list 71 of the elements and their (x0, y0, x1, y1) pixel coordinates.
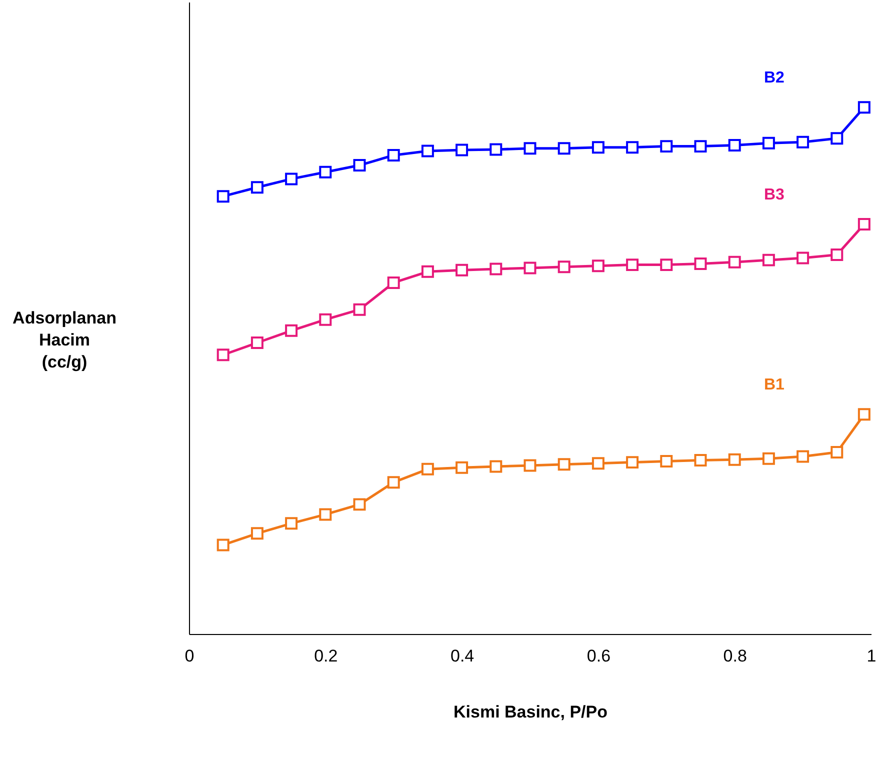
point (387, 149, 400, 162)
point (285, 324, 298, 337)
point (250, 336, 264, 349)
point (456, 264, 468, 276)
x-tick-label: 1 (866, 646, 876, 666)
point (490, 262, 502, 276)
point (858, 101, 870, 114)
point (387, 476, 400, 489)
point (319, 166, 332, 178)
point (421, 265, 434, 278)
point (353, 159, 366, 172)
x-tick-label: 0.4 (450, 646, 474, 666)
point (728, 256, 741, 268)
point (216, 190, 230, 203)
point (558, 458, 570, 471)
point (796, 252, 810, 264)
point (830, 446, 844, 459)
point (456, 144, 468, 156)
point (250, 527, 264, 540)
point (421, 462, 434, 476)
text: B1 (764, 376, 785, 394)
y-axis-title: Adsorplanan Hacim (cc/g) (12, 308, 116, 372)
point (762, 136, 775, 150)
point (728, 453, 741, 466)
point (762, 254, 775, 266)
point (626, 456, 639, 469)
x-tick-label: 0 (184, 646, 194, 666)
point (456, 461, 468, 474)
point (216, 538, 230, 552)
point (592, 260, 604, 272)
point (830, 248, 844, 262)
x-tick-label: 0.8 (723, 646, 747, 666)
point (558, 142, 570, 155)
text: B2 (764, 69, 785, 86)
point (858, 408, 870, 421)
point (660, 455, 673, 468)
point (694, 258, 707, 270)
point (319, 508, 332, 521)
point (592, 141, 604, 154)
point (524, 142, 536, 155)
point (796, 450, 810, 463)
point (558, 260, 570, 274)
point (626, 141, 639, 154)
text: B3 (764, 186, 785, 204)
point (216, 348, 230, 362)
point (796, 136, 810, 148)
x-axis-title: Kismi Basinc, P/Po (454, 702, 608, 722)
point (387, 276, 400, 289)
point (421, 144, 434, 158)
point (250, 181, 264, 194)
point (728, 139, 741, 152)
point (353, 498, 366, 511)
point (285, 172, 298, 186)
point (490, 460, 502, 473)
point (694, 140, 707, 153)
point (830, 132, 844, 145)
point (490, 143, 502, 156)
x-tick-label: 0.6 (586, 646, 611, 666)
point (524, 459, 536, 472)
point (858, 218, 870, 230)
point (524, 262, 536, 274)
point (592, 457, 604, 470)
point (694, 454, 707, 466)
x-tick-label: 0.2 (314, 646, 338, 666)
point (660, 140, 673, 153)
point (285, 517, 298, 530)
point (660, 258, 673, 272)
point (353, 303, 366, 316)
point (319, 313, 332, 326)
point (762, 452, 775, 465)
point (626, 258, 639, 272)
